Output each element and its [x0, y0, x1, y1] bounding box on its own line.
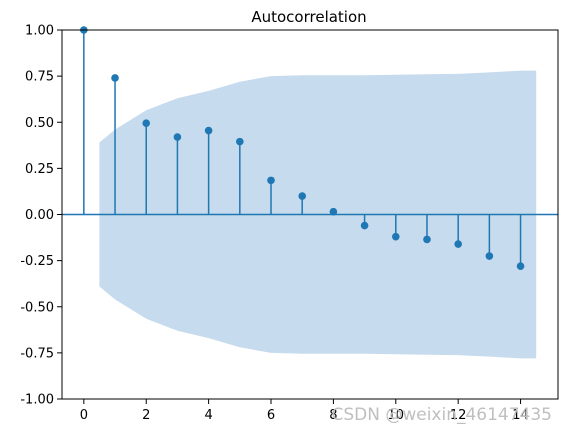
y-tick-label--1.00: -1.00	[20, 393, 54, 408]
x-tick-label-4: 4	[204, 408, 212, 423]
x-tick-label-2: 2	[142, 408, 150, 423]
y-tick-label-0.00: 0.00	[25, 208, 54, 223]
y-tick-label-1.00: 1.00	[25, 24, 54, 39]
stem-marker-lag-2	[142, 119, 151, 127]
stem-marker-lag-14	[516, 262, 525, 270]
stem-marker-lag-3	[173, 133, 182, 141]
stem-marker-lag-5	[236, 137, 244, 146]
y-tick-label--0.50: -0.50	[20, 300, 54, 315]
stem-marker-lag-8	[329, 207, 338, 216]
x-tick-label-10: 10	[388, 408, 405, 423]
stem-marker-lag-9	[360, 221, 369, 230]
stem-marker-lag-13	[485, 252, 494, 260]
x-tick-label-12: 12	[450, 408, 467, 423]
x-tick-label-6: 6	[267, 408, 275, 423]
stem-marker-lag-12	[454, 240, 462, 248]
stem-marker-lag-4	[204, 126, 213, 135]
stem-marker-lag-11	[423, 235, 431, 244]
y-tick-label-0.25: 0.25	[25, 162, 54, 177]
stem-marker-lag-6	[267, 176, 275, 185]
x-tick-label-0: 0	[80, 408, 88, 423]
chart-title: Autocorrelation	[251, 8, 366, 26]
stem-marker-lag-1	[111, 74, 119, 82]
y-tick-label-0.50: 0.50	[25, 116, 54, 131]
x-tick-label-8: 8	[329, 408, 337, 423]
x-tick-label-14: 14	[512, 408, 529, 423]
y-tick-label--0.25: -0.25	[20, 254, 54, 269]
stem-marker-lag-10	[391, 232, 400, 241]
stem-marker-lag-7	[298, 192, 307, 200]
watermark: CSDN @weixin_46147435	[331, 405, 552, 425]
y-tick-label-0.75: 0.75	[25, 70, 54, 85]
y-tick-label--0.75: -0.75	[20, 346, 54, 361]
plot-area: 0 2 4 6 8 10 12 14 -1.00 -0.75 -0.50 -0.25 0.00 0.25 0…	[20, 24, 559, 423]
